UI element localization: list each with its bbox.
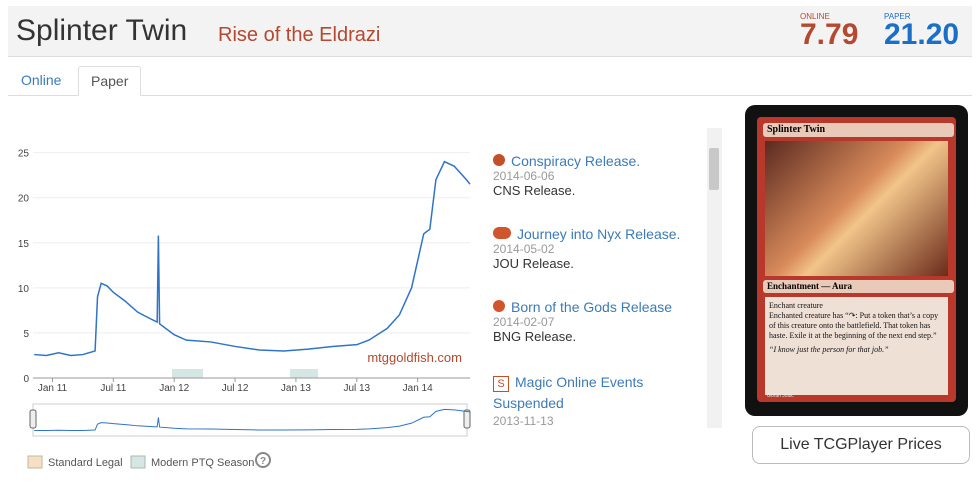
tab-border: [8, 95, 972, 96]
header: Splinter Twin Rise of the Eldrazi ONLINE…: [8, 6, 972, 57]
event-title[interactable]: Journey into Nyx Release.: [517, 226, 681, 242]
event-description: JOU Release.: [493, 256, 574, 271]
x-tick-label: Jul 12: [222, 383, 249, 394]
online-price: 7.79: [800, 18, 859, 51]
x-tick-label: Jan 14: [403, 383, 433, 394]
event-date: 2014-06-06: [493, 169, 555, 183]
nav-handle[interactable]: [463, 409, 471, 429]
price-line: [34, 160, 471, 357]
event-title[interactable]: Conspiracy Release.: [511, 153, 641, 169]
y-tick-label: 5: [23, 329, 29, 340]
event-date: 2014-02-07: [493, 315, 555, 329]
x-tick-label: Jul 11: [100, 383, 126, 394]
navigator-line: [34, 408, 471, 432]
event: Conspiracy Release. 2014-06-06 CNS Relea…: [493, 153, 698, 226]
paper-label: PAPER: [884, 12, 911, 21]
x-tick-label: Jul 13: [343, 383, 370, 394]
watermark: mtggoldfish.com: [367, 350, 462, 365]
help-icon-glyph: ?: [260, 456, 266, 467]
y-tick-label: 10: [18, 284, 30, 295]
ptq-band: [290, 369, 318, 378]
y-tick-label: 15: [18, 239, 30, 250]
card-rule: Enchant creature: [769, 301, 823, 310]
event: Journey into Nyx Release. 2014-05-02 JOU…: [493, 226, 698, 299]
card-art: [765, 141, 948, 276]
legend-swatch: [130, 455, 146, 469]
event-title[interactable]: Born of the Gods Release: [511, 299, 673, 315]
legend-swatch: [27, 455, 43, 469]
event-date: 2014-05-02: [493, 242, 555, 256]
set-name[interactable]: Rise of the Eldrazi: [218, 24, 381, 46]
x-tick-label: Jan 12: [159, 383, 189, 394]
card-type: Enchantment — Aura: [763, 280, 954, 293]
event-description: CNS Release.: [493, 183, 576, 198]
card-name: Splinter Twin: [763, 123, 954, 137]
event: S Magic Online Events Suspended 2013-11-1…: [493, 372, 698, 428]
y-tick-label: 20: [18, 194, 30, 205]
price-chart: mtggoldfish.com Standard Legal Modern PT…: [18, 149, 471, 469]
event-description: BNG Release.: [493, 329, 577, 344]
tcgplayer-button[interactable]: Live TCGPlayer Prices: [752, 426, 970, 464]
event-list: Conspiracy Release. 2014-06-06 CNS Relea…: [493, 153, 698, 428]
tab[interactable]: Online: [21, 72, 62, 88]
paper-price: 21.20: [884, 18, 960, 51]
card-flavor: “I know just the person for that job.”: [769, 345, 889, 354]
nav-handle[interactable]: [29, 409, 37, 429]
scroll-thumb[interactable]: [709, 148, 719, 190]
legend-label: Modern PTQ Season: [151, 457, 254, 469]
legend-label: Standard Legal: [48, 457, 123, 469]
tab-active[interactable]: Paper: [78, 66, 142, 96]
y-tick-label: 0: [23, 374, 29, 385]
x-tick-label: Jan 13: [281, 383, 311, 394]
scrollbar[interactable]: [707, 128, 722, 428]
event-title[interactable]: Magic Online Events Suspended: [493, 374, 644, 411]
card-textbox: Enchant creature Enchanted creature has …: [765, 297, 948, 395]
card-face: Splinter Twin Enchantment — Aura Enchant…: [757, 117, 956, 402]
event: Born of the Gods Release 2014-02-07 BNG …: [493, 299, 698, 372]
y-tick-label: 25: [18, 149, 30, 160]
x-tick-label: Jan 11: [38, 383, 68, 394]
event-date: 2013-11-13: [493, 414, 554, 428]
card-rule: Enchanted creature has “↷: Put a token t…: [769, 311, 939, 340]
card-artist: Goran Josic: [767, 393, 794, 399]
online-label: ONLINE: [800, 12, 830, 21]
card-image: Splinter Twin Enchantment — Aura Enchant…: [745, 105, 968, 416]
help-icon[interactable]: [255, 452, 271, 468]
ptq-band: [172, 369, 203, 378]
navigator[interactable]: [32, 403, 468, 437]
card-title: Splinter Twin: [16, 14, 188, 47]
